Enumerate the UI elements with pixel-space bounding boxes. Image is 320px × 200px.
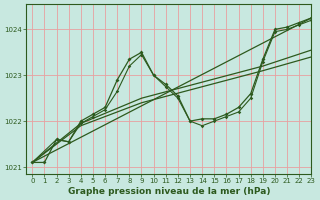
X-axis label: Graphe pression niveau de la mer (hPa): Graphe pression niveau de la mer (hPa)	[68, 187, 270, 196]
